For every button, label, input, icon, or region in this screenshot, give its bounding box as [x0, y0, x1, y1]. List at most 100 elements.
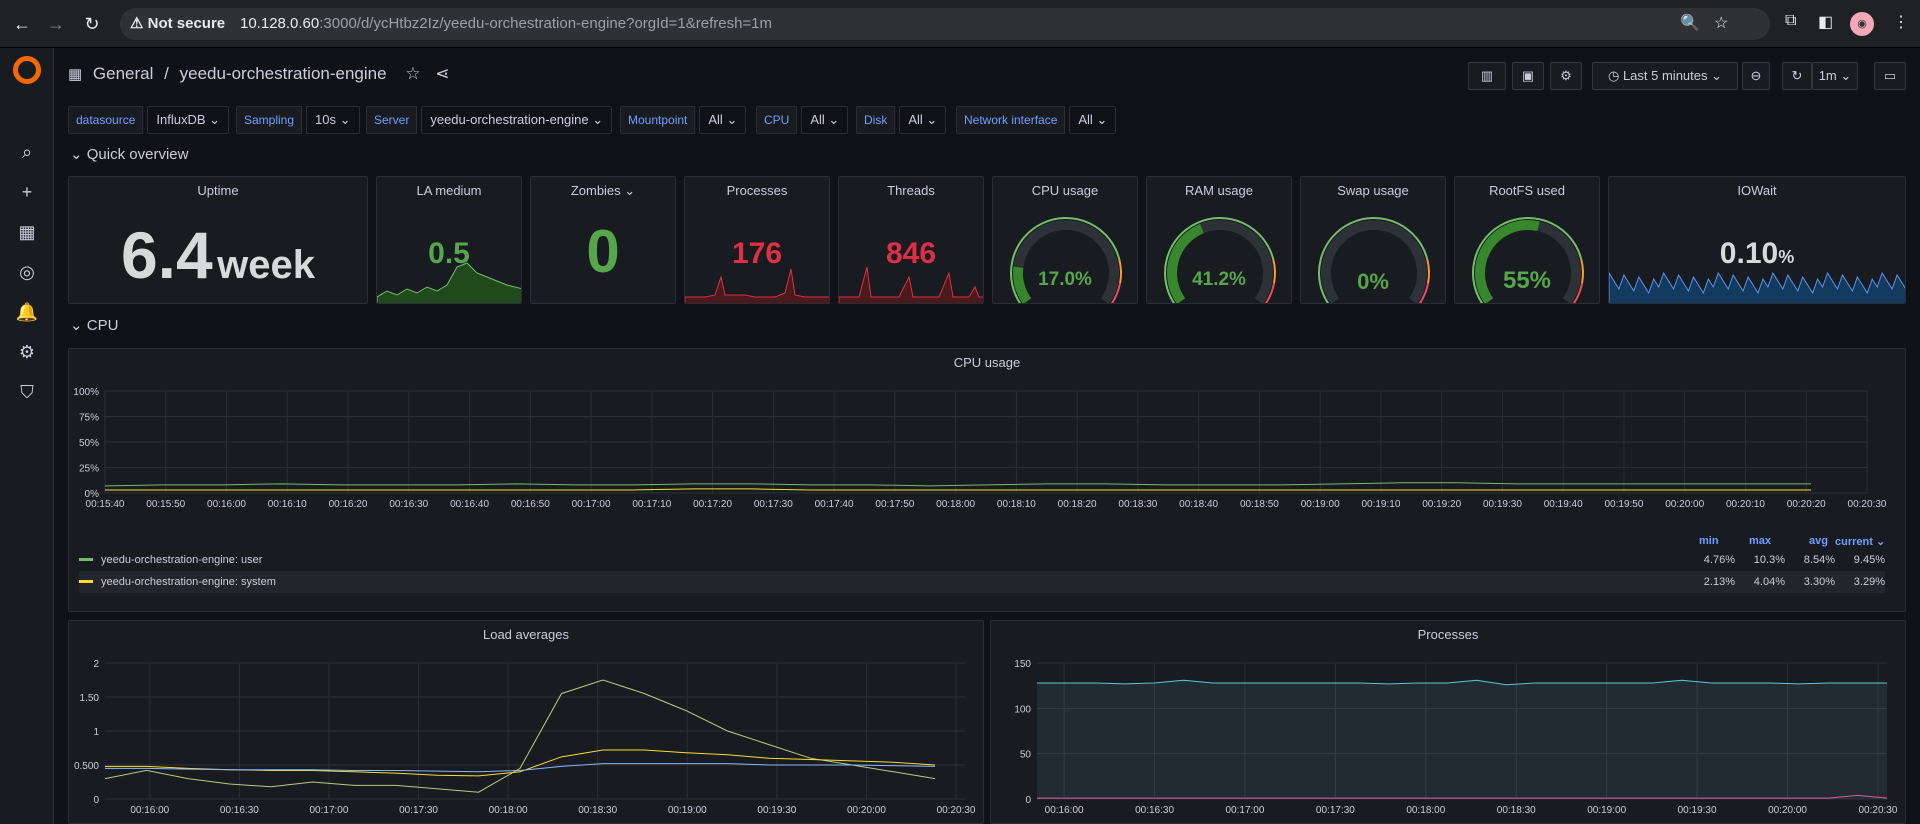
panel-processes[interactable]: Processes 176 [684, 176, 830, 304]
var-select[interactable]: All ⌄ [899, 106, 947, 134]
y-tick-label: 150 [1014, 659, 1031, 670]
address-bar[interactable]: ⚠ Not secure 10.128.0.60:3000/d/ycHtbz2I… [120, 8, 1770, 40]
x-tick-label: 00:16:00 [207, 499, 246, 510]
dashboard-settings-button[interactable]: ⚙ [1550, 62, 1582, 90]
rootfs-gauge [1472, 217, 1584, 303]
x-tick-label: 00:17:30 [1316, 805, 1355, 816]
breadcrumb-folder[interactable]: General [92, 64, 154, 83]
cpu-value: 17.0% [1038, 269, 1092, 290]
var-disk[interactable]: Disk All ⌄ [856, 106, 947, 134]
panel-uptime[interactable]: Uptime 6.4 week [68, 176, 368, 304]
x-tick-label: 00:16:00 [1045, 805, 1084, 816]
alerting-bell-icon[interactable]: 🔔 [15, 302, 39, 322]
legend-row[interactable]: yeedu-orchestration-engine: system 2.13%… [79, 571, 1885, 593]
var-datasource[interactable]: datasource InfluxDB ⌄ [68, 106, 230, 134]
refresh-button[interactable]: ↻ [1782, 62, 1812, 90]
shield-icon[interactable]: ⛉ [20, 382, 34, 402]
x-tick-label: 00:16:30 [389, 499, 428, 510]
x-tick-label: 00:19:30 [1483, 499, 1522, 510]
gauge-threshold-red [1264, 283, 1276, 303]
series-line [104, 482, 1811, 487]
not-secure-badge[interactable]: ⚠ Not secure [130, 15, 226, 32]
panel-ram-usage[interactable]: RAM usage 41.2% [1146, 176, 1292, 304]
extensions-icon[interactable]: ⧉ [1785, 12, 1797, 29]
var-select[interactable]: All ⌄ [1069, 106, 1117, 134]
panel-swap-usage[interactable]: Swap usage 0% [1300, 176, 1446, 304]
gear-icon[interactable]: ⚙ [18, 342, 36, 362]
legend-header-max[interactable]: max [1749, 535, 1772, 547]
gauge-threshold-orange [1272, 259, 1276, 284]
x-tick-label: 00:17:20 [693, 499, 732, 510]
var-select[interactable]: All ⌄ [699, 106, 747, 134]
search-icon[interactable]: ⌕ [21, 142, 33, 162]
var-mountpoint[interactable]: Mountpoint All ⌄ [620, 106, 747, 134]
panel-zombies[interactable]: Zombies ⌄ 0 [530, 176, 676, 304]
share-icon[interactable]: ⋖ [435, 64, 450, 83]
panel-load-averages[interactable]: Load averages 2 1.50 1 0.500 0 00:16:00 00:16:… [68, 620, 984, 824]
x-tick-label: 00:19:20 [1422, 499, 1461, 510]
series-line [105, 488, 1811, 491]
x-tick-label: 00:16:20 [329, 499, 368, 510]
var-select[interactable]: All ⌄ [801, 106, 849, 134]
x-tick-label: 00:20:00 [847, 805, 886, 816]
refresh-interval-picker[interactable]: 1m ⌄ [1812, 62, 1858, 90]
panel-threads[interactable]: Threads 846 [838, 176, 984, 304]
page-title[interactable]: yeedu-orchestration-engine [179, 64, 387, 83]
star-icon[interactable]: ☆ [405, 64, 421, 83]
legend-header-current[interactable]: current ⌄ [1835, 536, 1886, 548]
y-tick-label: 25% [79, 464, 99, 475]
var-sampling[interactable]: Sampling 10s ⌄ [236, 106, 360, 134]
panel-cpu-usage-graph[interactable]: CPU usage 100% 75% 50% 25% 0% 00:15:40 00:15:5… [68, 348, 1906, 612]
time-range-picker[interactable]: ◷ Last 5 minutes ⌄ [1592, 62, 1738, 90]
side-panel-icon[interactable]: ◧ [1818, 14, 1834, 31]
var-select[interactable]: InfluxDB ⌄ [147, 106, 230, 134]
panel-iowait[interactable]: IOWait 0.10% [1608, 176, 1906, 304]
bookmark-star-icon[interactable]: ☆ [1714, 15, 1729, 32]
menu-icon[interactable]: ⋮ [1893, 14, 1909, 31]
legend-row[interactable]: yeedu-orchestration-engine: user 4.76% 10… [79, 549, 1885, 571]
explore-icon[interactable]: ◎ [19, 262, 35, 282]
panel-title: CPU usage [1031, 183, 1099, 198]
panel-cpu-usage[interactable]: CPU usage 17.0% [992, 176, 1138, 304]
var-network-interface[interactable]: Network interface All ⌄ [956, 106, 1117, 134]
dashboards-grid-icon: ▦ [68, 66, 83, 83]
swap-gauge [1318, 217, 1430, 303]
uptime-value: 6.4 week [120, 218, 316, 292]
back-icon[interactable]: ← [13, 14, 31, 34]
plus-icon[interactable]: + [21, 182, 33, 202]
x-tick-label: 00:17:00 [572, 499, 611, 510]
save-dashboard-button[interactable]: ▣ [1512, 62, 1544, 90]
x-tick-label: 00:15:40 [86, 499, 125, 510]
grafana-logo-icon[interactable] [13, 56, 41, 84]
y-tick-label: 2 [93, 659, 99, 670]
avatar[interactable]: ◉ [1850, 12, 1874, 36]
row-cpu[interactable]: ⌄ CPU [70, 317, 119, 334]
x-tick-label: 00:20:00 [1768, 805, 1807, 816]
var-cpu[interactable]: CPU All ⌄ [756, 106, 849, 134]
dashboards-icon[interactable]: ▦ [18, 222, 36, 242]
x-tick-label: 00:18:30 [1118, 499, 1157, 510]
row-quick-overview[interactable]: ⌄ Quick overview [70, 146, 189, 163]
legend-header-avg[interactable]: avg [1809, 535, 1828, 547]
reload-icon[interactable]: ↻ [84, 14, 100, 34]
gauge-fill [1167, 223, 1204, 303]
legend-header-min[interactable]: min [1699, 535, 1719, 547]
series-line [104, 679, 936, 793]
panel-rootfs-used[interactable]: RootFS used 55% [1454, 176, 1600, 304]
ram-gauge [1164, 217, 1276, 303]
var-select[interactable]: yeedu-orchestration-engine ⌄ [421, 106, 613, 134]
zoom-out-button[interactable]: ⊖ [1742, 62, 1770, 90]
panel-la-medium[interactable]: LA medium 0.5 [376, 176, 522, 304]
x-tick-label: 00:18:00 [489, 805, 528, 816]
add-panel-button[interactable]: ▥ [1468, 62, 1506, 90]
gauge-track [1321, 220, 1427, 303]
var-server[interactable]: Server yeedu-orchestration-engine ⌄ [366, 106, 613, 134]
panel-processes-graph[interactable]: Processes 150 100 50 0 00:16:00 00:16:30 00:17… [990, 620, 1906, 824]
zoom-icon[interactable]: 🔍 [1680, 15, 1700, 32]
tv-mode-button[interactable]: ▭ [1874, 62, 1906, 90]
x-tick-label: 00:19:30 [757, 805, 796, 816]
var-select[interactable]: 10s ⌄ [306, 106, 360, 134]
cpu-gauge [1010, 217, 1122, 303]
forward-icon[interactable]: → [47, 14, 65, 34]
gauge-threshold-green [1010, 217, 1121, 303]
